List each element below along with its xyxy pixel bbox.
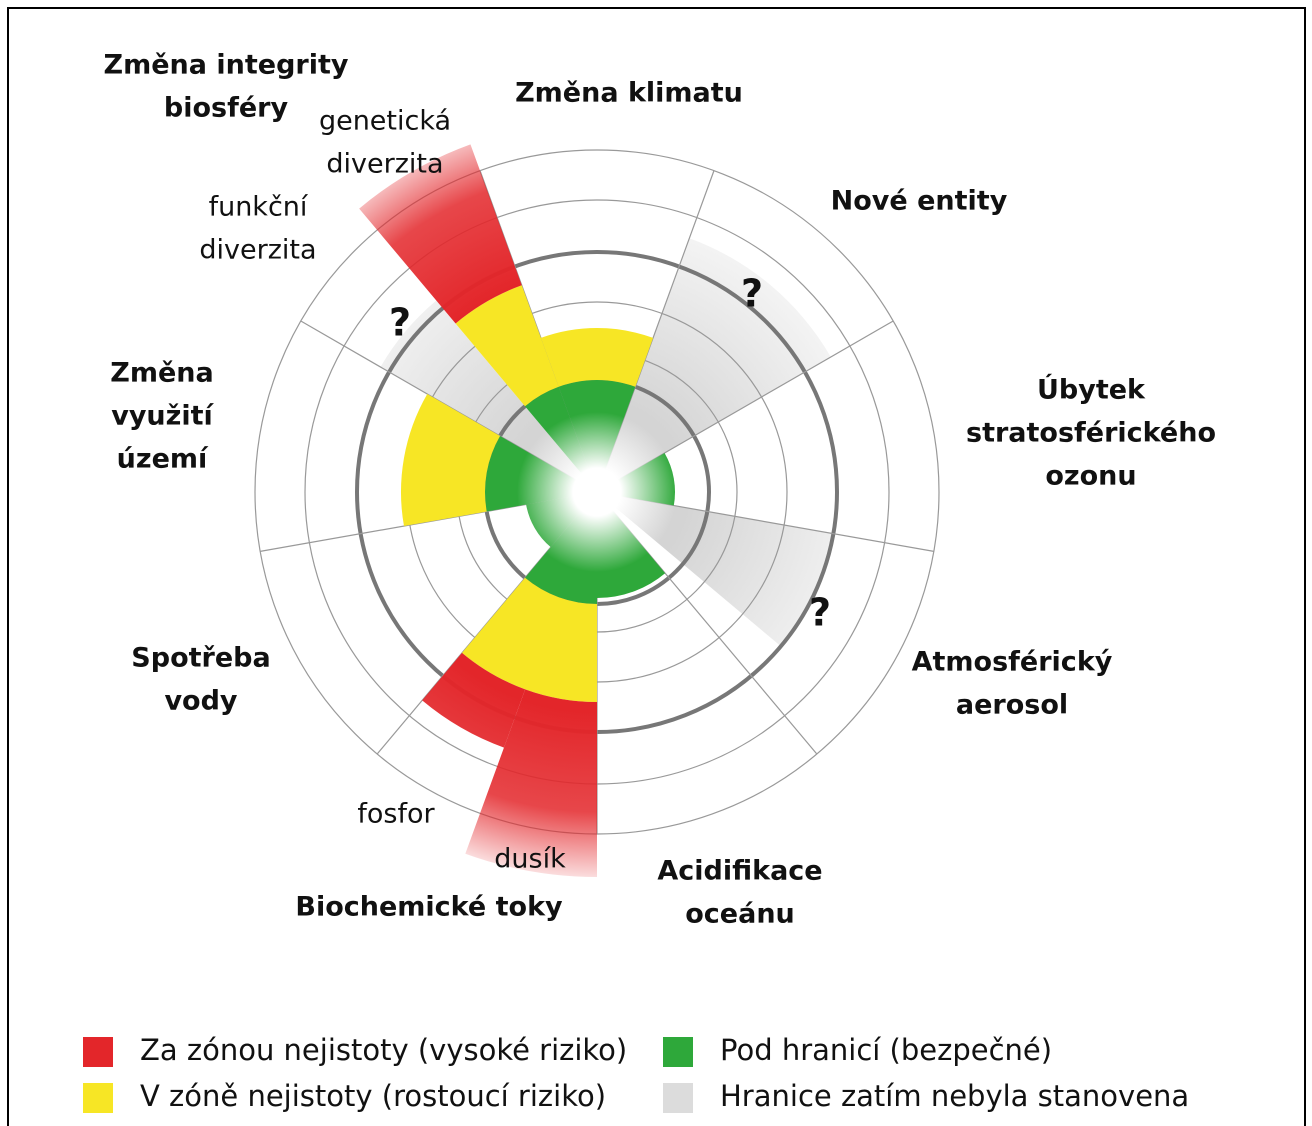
legend-swatch [83, 1083, 113, 1113]
boundary-wedge [540, 327, 654, 387]
sector-label: ozonu [1045, 461, 1136, 492]
legend-swatch [663, 1037, 693, 1067]
sector-label: Biochemické toky [295, 892, 563, 923]
labels: Změna integrity biosféry genetická diverzit… [83, 50, 1216, 1113]
sector-label: fosfor [357, 799, 435, 830]
sector-label: vody [164, 686, 237, 717]
sector-label: stratosférického [966, 418, 1216, 449]
sector-label: Změna klimatu [515, 78, 743, 109]
sector-label: Změna integrity [104, 50, 349, 81]
boundary-wedge [401, 394, 501, 527]
sector-label: Acidifikace [657, 856, 822, 887]
sector-label: Nové entity [831, 186, 1008, 217]
boundary-wedge [422, 652, 526, 748]
legend-swatch [663, 1083, 693, 1113]
unknown-mark: ? [741, 272, 763, 316]
legend-text: Hranice zatím nebyla stanovena [720, 1079, 1189, 1113]
wedges [254, 144, 940, 877]
unknown-mark: ? [809, 591, 831, 635]
legend-text: V zóně nejistoty (rostoucí riziko) [140, 1079, 606, 1113]
unknown-mark: ? [389, 301, 411, 345]
legend-text: Pod hranicí (bezpečné) [720, 1033, 1052, 1067]
sector-label: využití [111, 401, 214, 432]
sector-label: genetická [319, 106, 451, 137]
sector-label: biosféry [164, 93, 289, 124]
sector-label: Atmosférický [912, 647, 1113, 678]
sector-label: funkční [209, 192, 309, 223]
sector-label: dusík [494, 844, 566, 875]
legend-swatch [83, 1037, 113, 1067]
center-glow [517, 412, 677, 572]
frame [7, 7, 1306, 1126]
sector-label: aerosol [956, 690, 1068, 721]
sector-label: diverzita [326, 149, 443, 180]
legend-text: Za zónou nejistoty (vysoké riziko) [140, 1033, 627, 1067]
sector-label: Úbytek [1037, 374, 1146, 406]
boundary-wedge [465, 689, 597, 877]
sector-label: Změna [110, 358, 213, 389]
sector-label: Spotřeba [131, 643, 270, 674]
boundary-wedge [462, 577, 597, 702]
boundary-wedge [455, 285, 559, 407]
unquantified-wedge [597, 238, 831, 492]
sector-label: diverzita [199, 235, 316, 266]
sector-label: území [117, 444, 209, 475]
sector-label: oceánu [685, 899, 795, 930]
boundary-wedge [359, 144, 522, 324]
